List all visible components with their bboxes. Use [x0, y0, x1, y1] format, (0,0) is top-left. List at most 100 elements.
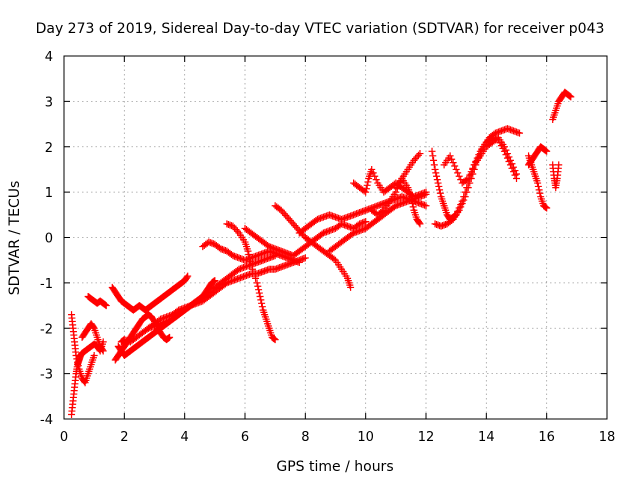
data-point [407, 193, 415, 201]
data-point [543, 204, 551, 212]
data-point [410, 156, 418, 164]
data-point [430, 156, 438, 164]
data-point [414, 151, 422, 159]
data-point [280, 210, 288, 218]
chart-title: Day 273 of 2019, Sidereal Day-to-day VTE… [36, 21, 605, 37]
x-tick-label: 18 [599, 430, 616, 445]
data-point [436, 189, 444, 197]
data-point [506, 156, 514, 164]
data-point [247, 261, 255, 269]
data-point [292, 223, 300, 231]
data-point [286, 216, 294, 224]
data-point [508, 160, 516, 168]
data-point [408, 196, 416, 204]
grid [64, 56, 607, 419]
data-point [455, 206, 463, 214]
x-tick-label: 4 [181, 430, 189, 445]
data-point [98, 346, 106, 354]
data-point [364, 178, 372, 186]
data-point [467, 168, 475, 176]
series-arc-16 [350, 165, 430, 201]
data-point [413, 153, 421, 161]
data-point [74, 362, 82, 370]
data-point [166, 333, 174, 341]
data-point [490, 130, 498, 138]
data-point [73, 355, 81, 363]
series-arc-24 [549, 161, 563, 192]
data-point [227, 251, 235, 259]
series-arc-11 [223, 220, 279, 344]
data-point [291, 222, 299, 230]
data-point [245, 251, 253, 259]
x-tick-label: 14 [478, 430, 495, 445]
y-tick-label: 2 [45, 141, 53, 156]
data-point [183, 273, 191, 281]
series-arc-17 [368, 150, 424, 219]
data-point [435, 182, 443, 190]
series-arc-2 [68, 311, 98, 387]
data-point [502, 146, 510, 154]
data-point [363, 181, 371, 189]
data-point [362, 185, 370, 193]
data-point [250, 270, 258, 278]
data-point [233, 266, 241, 274]
series-arc-20 [431, 125, 524, 230]
x-tick-label: 16 [538, 430, 555, 445]
data-point [215, 244, 223, 252]
data-point [429, 152, 437, 160]
data-point [416, 150, 424, 158]
data-point [255, 286, 263, 294]
data-point [430, 161, 438, 169]
data-point [264, 241, 272, 249]
data-point [503, 150, 511, 158]
data-point [72, 351, 80, 359]
data-point [415, 219, 423, 227]
data-point [452, 165, 460, 173]
data-point [534, 179, 542, 187]
data-point [378, 207, 386, 215]
series-arc-18 [392, 175, 424, 228]
y-tick-label: 4 [45, 50, 53, 65]
data-point [362, 218, 370, 226]
data-point [434, 179, 442, 187]
series-arc-23 [525, 143, 551, 169]
data-point [229, 222, 237, 230]
data-point [408, 199, 416, 207]
data-point [516, 129, 524, 137]
data-point [455, 172, 463, 180]
x-tick-label: 0 [60, 430, 68, 445]
data-point [411, 155, 419, 163]
data-point [409, 203, 417, 211]
y-tick-label: -2 [40, 322, 53, 337]
data-point [347, 283, 355, 291]
data-point [451, 162, 459, 170]
data-point [288, 218, 296, 226]
data-point [258, 303, 266, 311]
y-tick-label: -1 [40, 277, 53, 292]
data-point [543, 147, 551, 155]
x-tick-label: 2 [120, 430, 128, 445]
data-point [246, 257, 254, 265]
data-point [454, 169, 462, 177]
data-point [252, 274, 260, 282]
data-point [458, 199, 466, 207]
data-point [536, 189, 544, 197]
x-tick-label: 12 [418, 430, 435, 445]
data-point [535, 186, 543, 194]
data-point [500, 143, 508, 151]
data-point [295, 258, 303, 266]
data-point [277, 206, 285, 214]
data-point [422, 202, 430, 210]
x-tick-label: 10 [357, 430, 374, 445]
data-point [469, 164, 477, 172]
data-point [330, 255, 338, 263]
data-point [354, 221, 362, 229]
series-arc-8 [117, 254, 309, 346]
plot-frame [63, 55, 608, 420]
data-point [505, 153, 513, 161]
series-arc-25 [549, 88, 575, 124]
data-point [285, 215, 293, 223]
data-point [253, 279, 261, 287]
